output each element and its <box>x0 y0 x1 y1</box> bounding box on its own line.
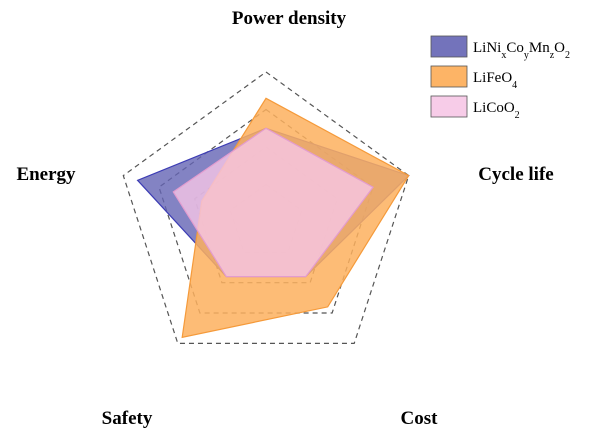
legend-swatch-3 <box>430 95 468 118</box>
axis-label-safety: Safety <box>102 408 153 429</box>
series-area-3 <box>172 127 374 278</box>
legend-swatch-2 <box>430 65 468 88</box>
series-layer <box>136 97 410 339</box>
axis-label-energy: Energy <box>16 164 76 185</box>
legend-label-2: LiFeO4 <box>473 70 517 91</box>
axis-label-power-density: Power density <box>232 8 347 29</box>
axis-label-cycle-life: Cycle life <box>478 164 553 185</box>
legend-label-1: LiNixCoyMnzO2 <box>473 40 570 61</box>
axis-label-cost: Cost <box>401 408 439 429</box>
grid-ring-4 <box>122 71 410 344</box>
legend-swatch-1 <box>430 35 468 58</box>
legend-label-3: LiCoO2 <box>473 100 520 121</box>
legend: LiNixCoyMnzO2 LiFeO4 LiCoO2 <box>430 35 570 121</box>
axis-label-layer: Power density Cycle life Cost Safety Ene… <box>16 8 553 429</box>
